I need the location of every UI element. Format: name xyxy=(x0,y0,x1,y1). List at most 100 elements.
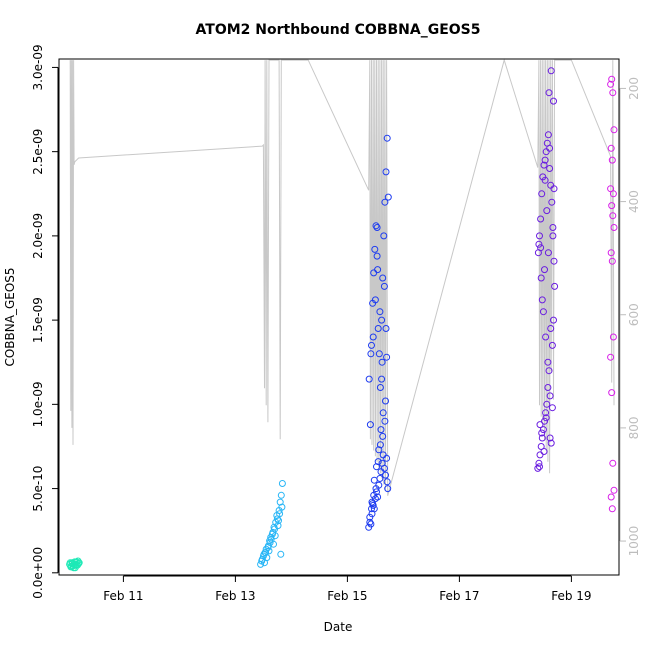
data-point xyxy=(548,404,556,412)
data-point xyxy=(549,232,557,240)
x-axis: Feb 11 Feb 13 Feb 15 Feb 17 Feb 19 xyxy=(103,575,592,603)
data-point xyxy=(609,333,617,341)
data-point xyxy=(275,517,282,525)
data-point xyxy=(543,400,551,408)
data-point xyxy=(536,463,543,471)
data-point xyxy=(380,464,388,472)
data-point xyxy=(535,459,543,467)
data-point xyxy=(608,505,616,513)
data-point xyxy=(371,245,379,253)
data-point xyxy=(374,325,382,332)
data-point xyxy=(277,491,285,499)
y-tick-label: 2.5e-09 xyxy=(31,129,45,175)
data-point xyxy=(548,341,556,349)
data-point xyxy=(384,193,392,201)
x-tick-label: Feb 13 xyxy=(215,589,255,603)
data-point xyxy=(382,168,390,176)
data-point xyxy=(369,500,377,508)
data-point xyxy=(550,97,557,105)
data-point xyxy=(366,518,374,526)
data-point xyxy=(607,80,615,88)
data-point xyxy=(538,429,546,437)
data-point xyxy=(550,316,557,324)
data-point xyxy=(537,244,545,252)
data-point xyxy=(365,375,373,383)
y-axis-label: COBBNA_GEOS5 xyxy=(3,267,17,366)
chart-title: ATOM2 Northbound COBBNA_GEOS5 xyxy=(196,22,481,38)
y-tick-label: 0.0e+00 xyxy=(31,547,45,599)
data-point xyxy=(608,156,616,164)
data-point xyxy=(547,67,555,75)
y-tick-label: 1.0e-09 xyxy=(31,381,45,427)
data-point xyxy=(609,190,617,198)
data-point xyxy=(538,434,546,442)
data-point xyxy=(379,409,387,417)
data-point xyxy=(367,520,375,528)
data-point xyxy=(382,325,390,332)
data-point xyxy=(542,409,550,417)
data-point xyxy=(544,358,552,366)
y-tick-label: 2.0e-09 xyxy=(31,213,45,259)
data-point xyxy=(544,131,552,139)
data-point xyxy=(546,392,554,400)
right-axis: 200 400 600 800 1000 xyxy=(619,77,641,556)
y-tick-label: 5.0e-10 xyxy=(31,466,45,512)
data-point xyxy=(538,296,546,304)
data-point xyxy=(374,458,382,466)
data-point xyxy=(366,513,374,521)
data-point xyxy=(549,224,557,231)
data-point xyxy=(607,249,615,257)
data-point xyxy=(550,185,558,193)
data-point xyxy=(372,222,380,230)
data-point xyxy=(608,75,616,83)
data-point xyxy=(368,505,375,513)
x-tick-label: Feb 11 xyxy=(103,589,143,603)
data-point xyxy=(378,358,386,366)
data-point xyxy=(545,367,553,375)
data-point xyxy=(373,224,381,231)
data-point xyxy=(607,144,615,152)
data-point xyxy=(539,308,547,316)
data-point xyxy=(541,156,549,164)
data-point xyxy=(546,165,554,172)
data-point xyxy=(380,282,388,290)
data-point xyxy=(278,503,286,511)
data-point xyxy=(380,232,388,240)
right-tick-label: 800 xyxy=(627,416,641,439)
data-point xyxy=(382,471,389,479)
data-point xyxy=(366,421,374,429)
data-point xyxy=(373,252,381,260)
data-point xyxy=(610,486,618,494)
data-point xyxy=(546,144,554,152)
data-point xyxy=(75,560,83,567)
x-tick-label: Feb 17 xyxy=(439,589,479,603)
data-point xyxy=(261,549,269,557)
data-point xyxy=(378,375,386,383)
data-point xyxy=(537,274,545,282)
data-point xyxy=(610,126,618,134)
data-point xyxy=(379,274,387,282)
data-point xyxy=(546,434,554,442)
data-point xyxy=(370,476,378,484)
data-point xyxy=(276,510,284,518)
data-point xyxy=(266,537,274,545)
data-point xyxy=(536,421,544,429)
data-point xyxy=(607,185,615,193)
data-point xyxy=(278,480,286,487)
data-point xyxy=(544,249,552,257)
data-point xyxy=(382,397,389,405)
data-point xyxy=(378,316,386,324)
data-point xyxy=(541,417,548,425)
data-point xyxy=(376,441,384,449)
right-tick-label: 200 xyxy=(627,77,641,100)
data-point xyxy=(537,215,545,223)
data-point xyxy=(609,212,617,220)
data-point xyxy=(264,542,272,550)
data-point xyxy=(544,384,552,391)
data-point xyxy=(276,498,284,506)
data-point xyxy=(274,522,282,530)
data-point xyxy=(377,426,385,434)
pressure-trace xyxy=(69,58,615,496)
data-point xyxy=(540,161,548,169)
